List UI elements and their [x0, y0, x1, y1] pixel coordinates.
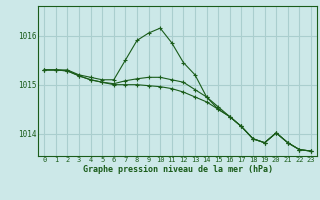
X-axis label: Graphe pression niveau de la mer (hPa): Graphe pression niveau de la mer (hPa) — [83, 165, 273, 174]
